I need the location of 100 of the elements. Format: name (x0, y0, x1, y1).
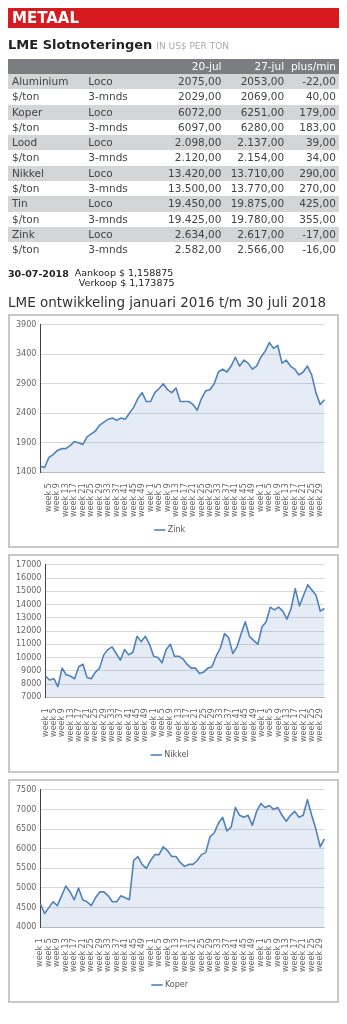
text: 3-mnds (88, 242, 129, 258)
x-tick-label: week 33 (107, 707, 117, 742)
y-tick-label: 3900 (16, 319, 37, 329)
text: 34,00 (304, 150, 337, 166)
text: $/ton (11, 242, 41, 258)
x-tick-label: week 25 (86, 937, 96, 972)
x-tick-label: week 1 (255, 937, 265, 967)
legend-label: Zink (167, 524, 186, 534)
y-tick-label: 4500 (16, 902, 37, 912)
y-tick-label: 5000 (16, 882, 37, 892)
y-tick-label: 8000 (21, 678, 42, 688)
x-tick-label: week 13 (60, 937, 70, 972)
x-tick-label: week 13 (281, 937, 291, 972)
x-tick-label: week 25 (196, 937, 206, 972)
text: 2069,00 (239, 89, 285, 105)
x-tick-label: week 9 (52, 937, 62, 967)
x-tick-label: week 41 (230, 482, 240, 517)
y-tick-label: 9000 (21, 665, 42, 675)
text: Zink (11, 226, 36, 242)
x-tick-label: week 21 (298, 707, 308, 742)
text: 30-07-2018 (8, 267, 69, 281)
y-tick-label: 6500 (16, 823, 37, 833)
x-tick-label: week 25 (90, 707, 100, 742)
x-tick-label: week 45 (132, 707, 142, 742)
text: 2053,00 (239, 74, 285, 89)
text: -22,00 (301, 74, 337, 89)
x-tick-label: week 17 (289, 482, 299, 517)
x-tick-label: week 33 (103, 482, 113, 517)
x-tick-label: week 1 (145, 482, 155, 512)
x-tick-label: week 29 (207, 707, 217, 742)
text: 3-mnds (88, 150, 129, 166)
text: 39,00 (304, 135, 337, 151)
text: 6280,00 (239, 119, 285, 135)
text: $/ton (11, 119, 41, 135)
text: 2075,00 (177, 74, 222, 89)
y-tick-label: 7000 (21, 691, 42, 701)
y-tick-label: 7500 (16, 784, 37, 794)
x-tick-label: week 17 (69, 937, 79, 972)
x-tick-label: week 33 (213, 937, 223, 972)
text: -16,00 (301, 242, 337, 258)
x-tick-label: week 13 (171, 482, 181, 517)
text: Lood (11, 135, 39, 151)
text: 6251,00 (239, 104, 285, 120)
text: 3-mnds (88, 119, 129, 135)
x-tick-label: week 13 (171, 937, 181, 972)
x-tick-label: week 25 (306, 707, 316, 742)
x-tick-label: week 21 (188, 482, 198, 517)
text: 13.710,00 (229, 165, 285, 181)
x-tick-label: week 1 (148, 707, 158, 737)
text: 2.617,00 (236, 226, 285, 242)
x-tick-label: week 17 (290, 707, 300, 742)
x-tick-label: week 29 (315, 707, 325, 742)
text: Koper (11, 104, 44, 120)
y-tick-label: 10000 (16, 652, 42, 662)
text: 270,00 (298, 181, 337, 197)
x-tick-label: week 45 (128, 482, 138, 517)
x-tick-label: week 29 (94, 482, 104, 517)
x-tick-label: week 49 (248, 707, 258, 742)
x-tick-label: week 25 (196, 482, 206, 517)
y-tick-label: 14000 (16, 599, 42, 609)
x-tick-label: week 21 (77, 482, 87, 517)
x-tick-label: week 13 (173, 707, 183, 742)
x-tick-label: week 49 (140, 707, 150, 742)
x-tick-label: week 21 (298, 937, 308, 972)
text: $/ton (11, 150, 41, 166)
x-tick-label: week 5 (264, 937, 274, 967)
text: Loco (88, 196, 114, 212)
x-tick-label: week 5 (265, 707, 275, 737)
x-tick-label: week 9 (165, 707, 175, 737)
y-tick-label: 16000 (16, 572, 42, 582)
text: 3-mnds (88, 89, 129, 105)
y-tick-label: 2900 (16, 378, 37, 388)
x-tick-label: week 21 (298, 482, 308, 517)
x-tick-label: week 17 (179, 937, 189, 972)
x-tick-label: week 21 (82, 707, 92, 742)
x-tick-label: week 5 (154, 937, 164, 967)
x-tick-label: week 5 (48, 707, 58, 737)
x-tick-label: week 49 (137, 937, 147, 972)
y-tick-label: 3400 (16, 348, 37, 358)
text: 6097,00 (177, 119, 222, 135)
text: 2.098,00 (173, 135, 222, 151)
x-tick-label: week 9 (272, 937, 282, 967)
y-tick-label: 4000 (16, 921, 37, 931)
x-tick-label: week 17 (73, 707, 83, 742)
text: 19.780,00 (229, 211, 285, 227)
text: $/ton (11, 181, 41, 197)
text: 19.450,00 (167, 196, 222, 212)
x-tick-label: week 41 (123, 707, 133, 742)
text: 2029,00 (177, 89, 222, 105)
x-tick-label: week 13 (65, 707, 75, 742)
x-tick-label: week 41 (120, 937, 130, 972)
x-tick-label: week 17 (179, 482, 189, 517)
x-tick-label: week 5 (264, 482, 274, 512)
y-tick-label: 15000 (16, 585, 42, 595)
y-tick-label: 6000 (16, 843, 37, 853)
x-tick-label: week 33 (103, 937, 113, 972)
y-tick-label: 1400 (16, 466, 37, 476)
x-tick-label: week 17 (182, 707, 192, 742)
x-tick-label: week 41 (232, 707, 242, 742)
text: Loco (88, 74, 114, 89)
